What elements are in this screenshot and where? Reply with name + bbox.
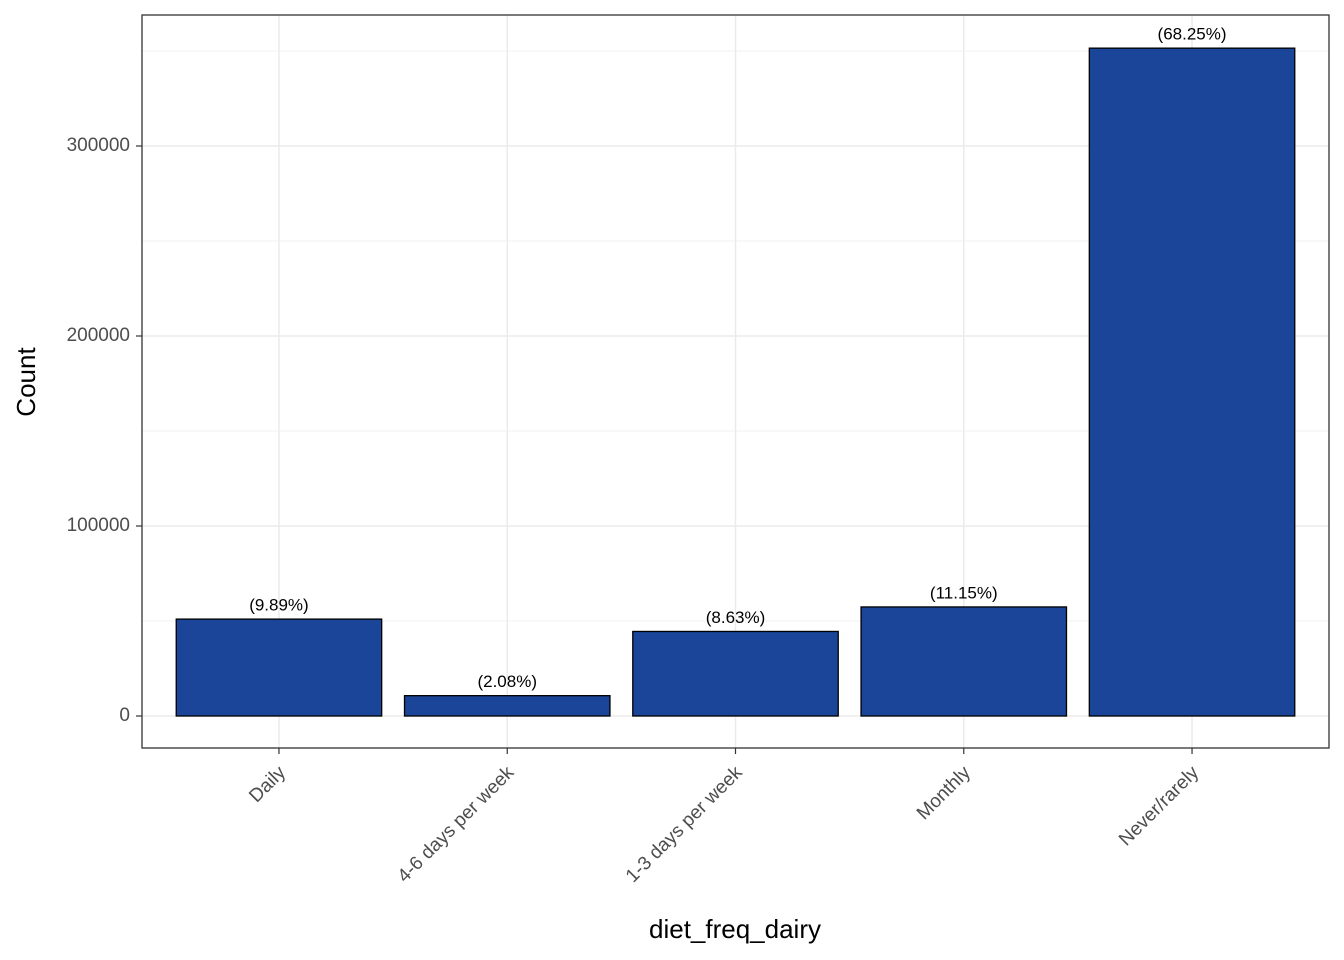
y-tick-label: 100000 <box>67 515 130 536</box>
y-tick-label: 300000 <box>67 135 130 156</box>
bar <box>860 606 1068 717</box>
value-label: (2.08%) <box>477 672 537 691</box>
bar <box>632 630 839 717</box>
value-label: (9.89%) <box>249 596 309 615</box>
bar <box>403 695 611 717</box>
x-axis-title: diet_freq_dairy <box>649 914 821 944</box>
y-axis-title: Count <box>11 347 41 417</box>
value-label: (11.15%) <box>930 583 998 602</box>
value-label: (8.63%) <box>706 608 766 627</box>
plot-border <box>141 14 1330 749</box>
y-tick-label: 200000 <box>67 325 130 346</box>
y-tick-label: 0 <box>119 705 130 726</box>
value-label: (68.25%) <box>1158 25 1227 44</box>
bar <box>1088 47 1296 717</box>
bar <box>175 618 383 717</box>
